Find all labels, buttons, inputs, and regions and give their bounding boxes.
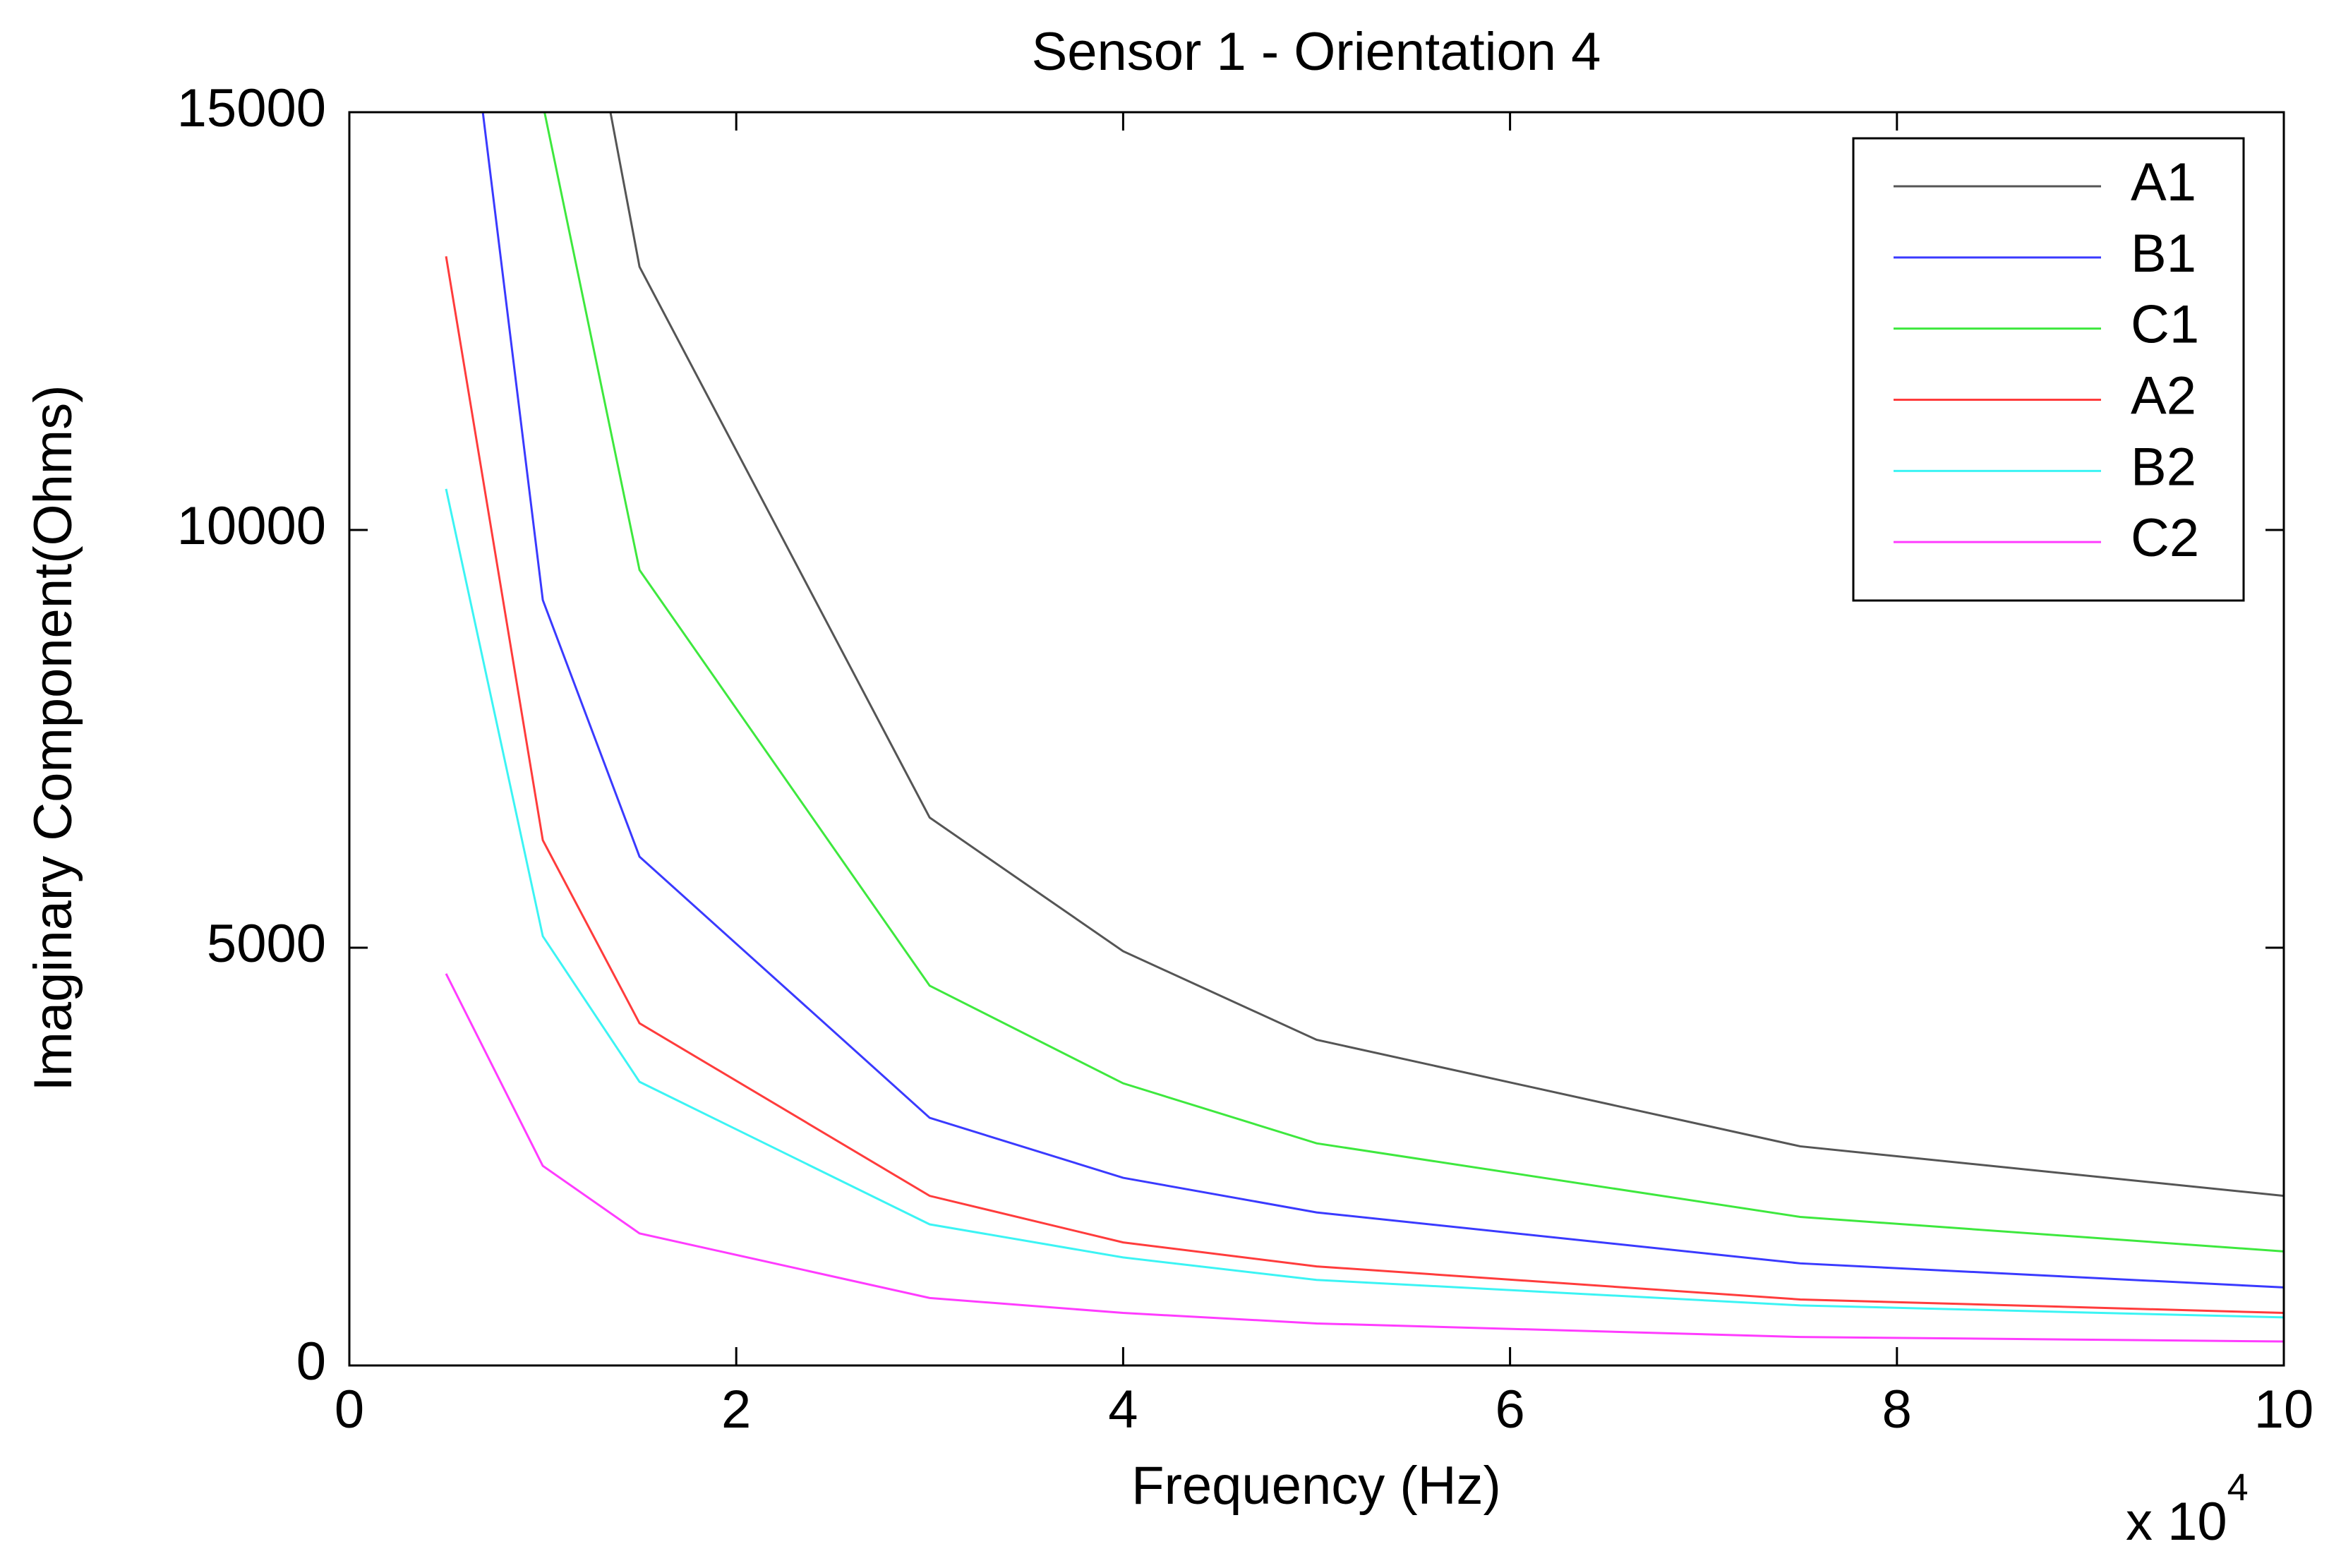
series-line — [543, 112, 2284, 1253]
x-tick-label: 6 — [1495, 1380, 1524, 1440]
y-tick-label: 5000 — [207, 914, 326, 974]
x-multiplier-base: x 10 — [2126, 1492, 2227, 1552]
series-line — [445, 488, 2284, 1319]
x-axis-label: Frequency (Hz) — [1131, 1456, 1501, 1516]
legend-label: A2 — [2131, 366, 2196, 426]
y-tick-label: 0 — [296, 1332, 326, 1392]
legend-label: C2 — [2131, 508, 2199, 568]
series-line — [445, 255, 2284, 1315]
legend-label: A1 — [2131, 152, 2196, 212]
x-tick-label: 8 — [1882, 1380, 1912, 1440]
plot-lines — [445, 112, 2284, 1343]
legend-label: B2 — [2131, 437, 2196, 497]
legend — [1852, 137, 2245, 602]
y-axis-label: Imaginary Component(Ohms) — [23, 385, 83, 1091]
y-tick-label: 10000 — [177, 496, 326, 556]
x-tick-label: 4 — [1108, 1380, 1138, 1440]
chart-title: Sensor 1 - Orientation 4 — [1032, 22, 1601, 82]
legend-label: C1 — [2131, 295, 2199, 355]
x-tick-label: 2 — [721, 1380, 751, 1440]
y-tick-label: 15000 — [177, 78, 326, 138]
x-multiplier-exponent: 4 — [2227, 1466, 2249, 1509]
x-multiplier: x 104 — [2126, 1466, 2249, 1552]
legend-label: B1 — [2131, 224, 2196, 284]
x-tick-label: 0 — [335, 1380, 364, 1440]
series-line — [609, 112, 2284, 1198]
x-tick-label: 10 — [2254, 1380, 2314, 1440]
axes-box — [348, 111, 2285, 1367]
series-line — [445, 973, 2284, 1343]
series-line — [481, 112, 2284, 1289]
